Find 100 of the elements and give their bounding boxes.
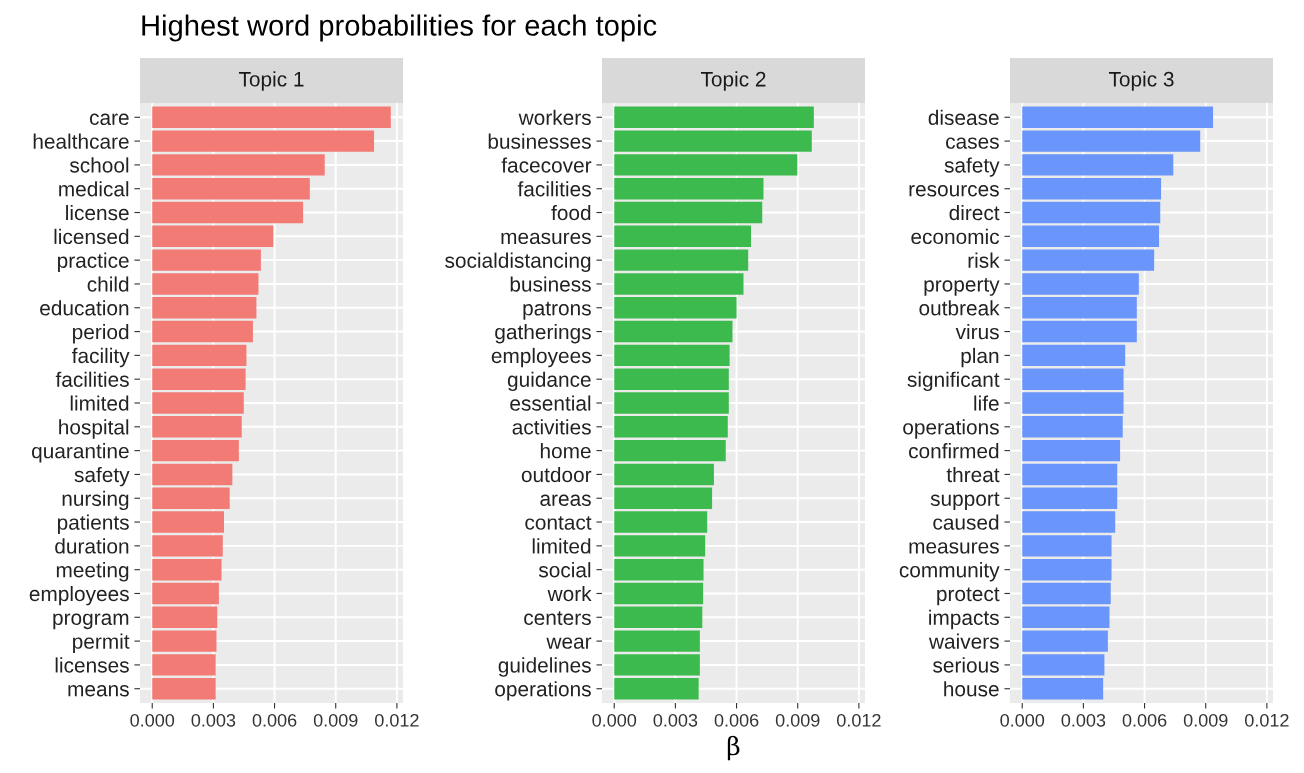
y-tick-label: areas xyxy=(540,494,591,506)
x-tick-label: 0.006 xyxy=(252,713,297,727)
bar xyxy=(1022,344,1126,367)
y-tick-label: employees xyxy=(29,585,129,606)
x-axis-title: β xyxy=(727,735,740,761)
bar xyxy=(614,392,729,414)
y-tick-label: activities xyxy=(512,419,591,435)
y-tick-label: measures xyxy=(501,232,591,245)
bar xyxy=(1022,511,1116,533)
y-tick-label: gatherings xyxy=(495,324,591,344)
y-tick-label: child xyxy=(87,276,129,292)
bar xyxy=(152,249,261,271)
y-tick-label: impacts xyxy=(929,609,999,630)
y-tick-label: risk xyxy=(968,252,1000,268)
y-tick-label: nursing xyxy=(62,490,129,511)
y-tick-label: guidelines xyxy=(498,657,591,677)
bar xyxy=(614,416,728,438)
y-tick-label: safety xyxy=(74,466,130,487)
bar xyxy=(1022,439,1121,462)
y-tick-label: safety xyxy=(944,157,1000,177)
y-tick-label: protect xyxy=(937,587,1000,606)
y-tick-label: program xyxy=(53,613,129,630)
bar xyxy=(152,535,223,557)
bar xyxy=(152,487,230,509)
y-tick-label: threat xyxy=(946,466,1000,483)
bar xyxy=(152,154,325,176)
x-tick-label: 0.006 xyxy=(1122,713,1167,727)
x-tick-label: 0.000 xyxy=(1000,713,1045,727)
bar xyxy=(1022,154,1174,176)
bar xyxy=(614,249,749,271)
y-tick-label: community xyxy=(899,562,1000,582)
bar xyxy=(1022,249,1155,271)
bar xyxy=(152,178,310,200)
y-tick-label: wear xyxy=(546,637,592,649)
bar xyxy=(1022,678,1104,700)
bar xyxy=(614,344,730,367)
y-tick-label: resources xyxy=(909,185,999,197)
y-tick-label: confirmed xyxy=(909,443,999,459)
bar xyxy=(614,535,706,557)
y-tick-label: limited xyxy=(532,538,591,554)
bar xyxy=(614,654,700,676)
bar xyxy=(152,392,244,414)
x-tick-label: 0.009 xyxy=(313,713,358,727)
bar xyxy=(614,106,814,128)
y-tick-label: social xyxy=(538,562,591,578)
bar xyxy=(1022,178,1162,200)
y-tick-label: serious xyxy=(933,657,999,673)
bar xyxy=(152,130,375,152)
bar xyxy=(152,273,259,295)
y-tick-label: operations xyxy=(495,681,591,701)
y-tick-label: licenses xyxy=(55,657,129,673)
bar xyxy=(152,558,222,581)
y-tick-label: centers xyxy=(524,611,591,626)
bar xyxy=(1022,201,1161,224)
x-tick-label: 0.003 xyxy=(1061,713,1106,727)
bar xyxy=(1022,487,1118,509)
bar xyxy=(614,178,764,200)
bar xyxy=(152,368,246,390)
y-tick-label: significant xyxy=(907,371,1000,392)
y-tick-label: support xyxy=(930,492,1000,511)
bar xyxy=(614,439,726,462)
bar xyxy=(152,582,219,605)
y-tick-label: outbreak xyxy=(919,300,1000,316)
bar xyxy=(152,416,242,438)
x-tick-label: 0.006 xyxy=(714,713,759,727)
bar xyxy=(614,582,704,605)
y-tick-label: meeting xyxy=(56,562,129,582)
y-tick-label: operations xyxy=(903,419,999,439)
bar xyxy=(1022,654,1105,676)
y-tick-label: medical xyxy=(59,181,129,197)
y-tick-label: quarantine xyxy=(32,443,129,463)
y-tick-label: businesses xyxy=(488,133,591,149)
bar xyxy=(1022,368,1124,390)
y-tick-label: facilities xyxy=(517,181,591,197)
bar xyxy=(614,130,812,152)
y-tick-label: workers xyxy=(518,109,591,126)
bar xyxy=(1022,130,1201,152)
bar xyxy=(1022,535,1112,557)
bar xyxy=(614,154,798,176)
y-tick-label: outdoor xyxy=(521,466,592,483)
x-tick-label: 0.000 xyxy=(592,713,637,727)
bar xyxy=(152,630,217,652)
y-tick-label: cases xyxy=(946,137,999,149)
bar xyxy=(1022,463,1118,486)
chart-subtitle: Topic 2 xyxy=(700,71,766,91)
bar xyxy=(614,273,744,295)
x-tick-label: 0.003 xyxy=(191,713,236,727)
bar xyxy=(1022,630,1108,652)
y-tick-label: virus xyxy=(955,324,999,340)
x-tick-label: 0.009 xyxy=(775,713,820,727)
y-tick-label: waivers xyxy=(928,633,999,649)
y-tick-label: care xyxy=(89,113,129,126)
x-tick-label: 0.003 xyxy=(653,713,698,727)
bar xyxy=(614,678,699,700)
x-tick-label: 0.009 xyxy=(1183,713,1228,727)
bar xyxy=(614,606,703,628)
y-tick-label: patients xyxy=(57,514,129,534)
bar xyxy=(614,297,737,319)
y-tick-label: practice xyxy=(57,252,129,273)
y-tick-label: duration xyxy=(55,538,129,554)
